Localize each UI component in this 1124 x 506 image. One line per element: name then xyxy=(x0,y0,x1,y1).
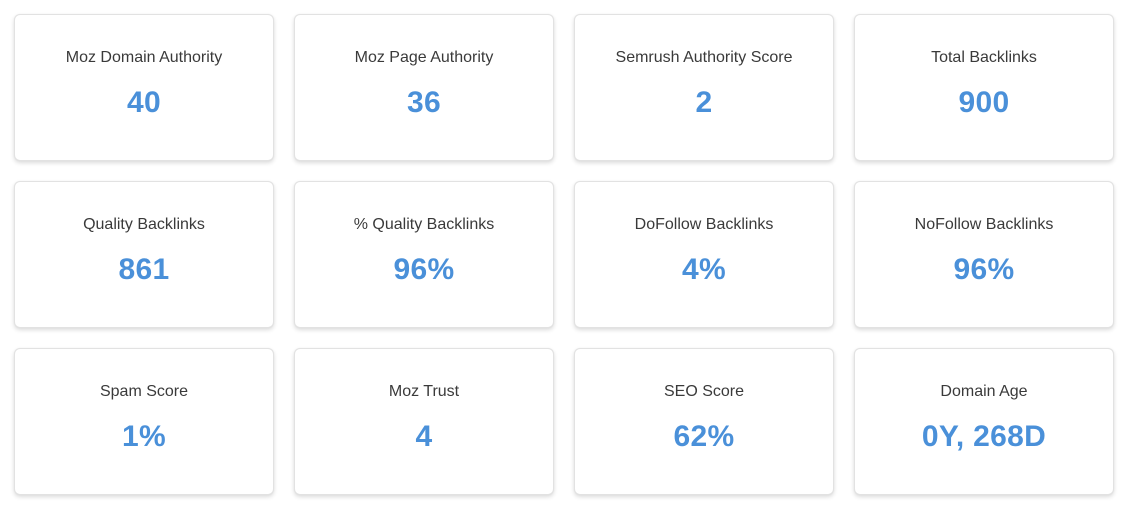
metric-label: Domain Age xyxy=(940,383,1028,400)
metric-label: Semrush Authority Score xyxy=(615,49,793,66)
metric-value: 900 xyxy=(958,86,1010,119)
metric-label: Spam Score xyxy=(99,383,189,400)
metric-label: SEO Score xyxy=(663,383,745,400)
metric-card-semrush-authority-score: Semrush Authority Score 2 xyxy=(574,14,834,161)
metric-card-nofollow-backlinks: NoFollow Backlinks 96% xyxy=(854,181,1114,328)
metric-label: Moz Domain Authority xyxy=(65,49,223,66)
metric-label: Total Backlinks xyxy=(931,49,1037,66)
metric-value: 0Y, 268D xyxy=(921,420,1047,453)
metric-card-seo-score: SEO Score 62% xyxy=(574,348,834,495)
metric-value: 96% xyxy=(393,253,455,286)
metric-value: 40 xyxy=(127,86,161,119)
metric-card-domain-age: Domain Age 0Y, 268D xyxy=(854,348,1114,495)
metric-label: Quality Backlinks xyxy=(83,216,205,233)
metric-value: 1% xyxy=(122,420,166,453)
metric-card-moz-trust: Moz Trust 4 xyxy=(294,348,554,495)
metric-value: 62% xyxy=(673,420,735,453)
metric-value: 36 xyxy=(407,86,441,119)
metric-value: 861 xyxy=(118,253,170,286)
metric-card-percent-quality-backlinks: % Quality Backlinks 96% xyxy=(294,181,554,328)
metric-label: Moz Trust xyxy=(388,383,460,400)
metric-card-dofollow-backlinks: DoFollow Backlinks 4% xyxy=(574,181,834,328)
metric-card-total-backlinks: Total Backlinks 900 xyxy=(854,14,1114,161)
metric-card-moz-domain-authority: Moz Domain Authority 40 xyxy=(14,14,274,161)
metric-value: 96% xyxy=(953,253,1015,286)
metric-label: NoFollow Backlinks xyxy=(914,216,1054,233)
metric-card-spam-score: Spam Score 1% xyxy=(14,348,274,495)
metric-value: 4 xyxy=(415,420,433,453)
metric-card-quality-backlinks: Quality Backlinks 861 xyxy=(14,181,274,328)
metric-label: Moz Page Authority xyxy=(354,49,494,66)
metrics-grid: Moz Domain Authority 40 Moz Page Authori… xyxy=(14,14,1114,495)
metric-label: DoFollow Backlinks xyxy=(634,216,774,233)
metric-value: 2 xyxy=(695,86,713,119)
metric-value: 4% xyxy=(682,253,726,286)
metric-card-moz-page-authority: Moz Page Authority 36 xyxy=(294,14,554,161)
metric-label: % Quality Backlinks xyxy=(353,216,495,233)
